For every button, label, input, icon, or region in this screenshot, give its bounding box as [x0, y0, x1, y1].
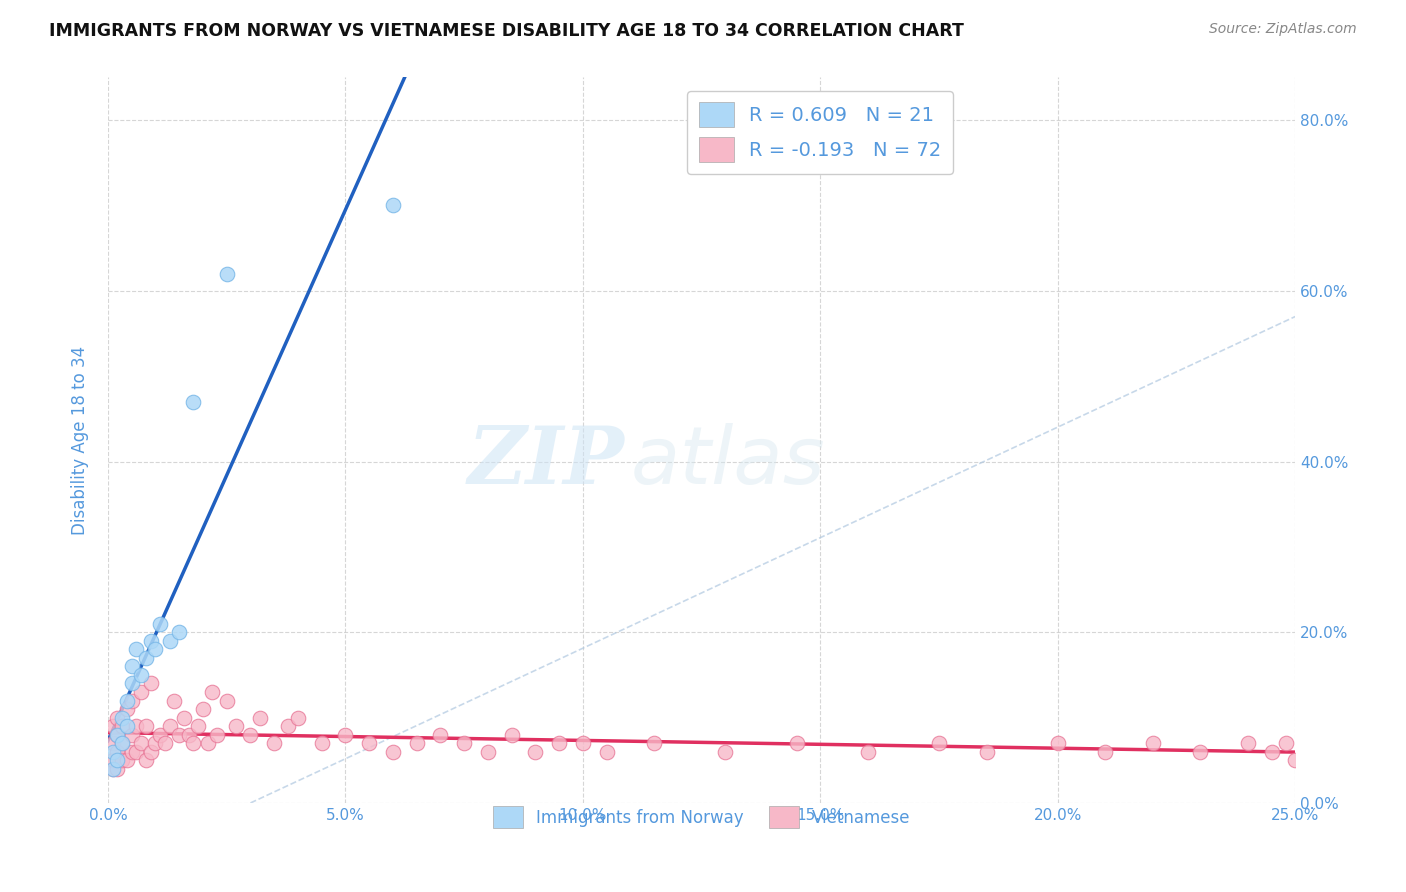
Point [125, 719, 148, 733]
Point [191, 702, 214, 716]
Point [1142, 736, 1164, 750]
Point [1284, 753, 1306, 767]
Text: Source: ZipAtlas.com: Source: ZipAtlas.com [1209, 22, 1357, 37]
Point [239, 728, 262, 742]
Legend: Immigrants from Norway, Vietnamese: Immigrants from Norway, Vietnamese [486, 800, 917, 835]
Point [429, 728, 451, 742]
Point [201, 685, 224, 699]
Point [111, 736, 134, 750]
Point [187, 719, 209, 733]
Point [107, 728, 129, 742]
Point [107, 728, 129, 742]
Point [101, 762, 124, 776]
Point [107, 710, 129, 724]
Point [1260, 745, 1282, 759]
Point [139, 745, 162, 759]
Point [135, 753, 157, 767]
Point [1189, 745, 1212, 759]
Point [121, 676, 143, 690]
Point [121, 745, 143, 759]
Point [129, 685, 152, 699]
Text: IMMIGRANTS FROM NORWAY VS VIETNAMESE DISABILITY AGE 18 TO 34 CORRELATION CHART: IMMIGRANTS FROM NORWAY VS VIETNAMESE DIS… [49, 22, 965, 40]
Text: ZIP: ZIP [468, 423, 624, 500]
Point [572, 736, 595, 750]
Point [177, 728, 200, 742]
Point [101, 745, 124, 759]
Point [121, 693, 143, 707]
Point [277, 719, 299, 733]
Point [159, 633, 181, 648]
Point [173, 710, 195, 724]
Point [107, 753, 129, 767]
Point [145, 642, 167, 657]
Point [125, 642, 148, 657]
Point [159, 719, 181, 733]
Point [163, 693, 186, 707]
Point [207, 728, 229, 742]
Point [183, 736, 205, 750]
Point [596, 745, 619, 759]
Point [477, 745, 499, 759]
Point [145, 736, 167, 750]
Point [167, 625, 190, 640]
Point [359, 736, 381, 750]
Point [928, 736, 950, 750]
Text: atlas: atlas [630, 423, 825, 501]
Point [111, 736, 134, 750]
Point [139, 633, 162, 648]
Point [167, 728, 190, 742]
Point [129, 736, 152, 750]
Point [115, 702, 138, 716]
Point [101, 762, 124, 776]
Point [101, 736, 124, 750]
Point [287, 710, 309, 724]
Point [382, 198, 405, 212]
Point [139, 676, 162, 690]
Point [548, 736, 571, 750]
Point [115, 753, 138, 767]
Point [215, 693, 238, 707]
Point [856, 745, 879, 759]
Point [382, 745, 405, 759]
Point [129, 668, 152, 682]
Point [263, 736, 285, 750]
Point [135, 719, 157, 733]
Point [215, 267, 238, 281]
Point [115, 693, 138, 707]
Point [101, 753, 124, 767]
Point [311, 736, 333, 750]
Point [501, 728, 523, 742]
Point [111, 710, 134, 724]
Point [453, 736, 475, 750]
Point [107, 762, 129, 776]
Point [197, 736, 219, 750]
Point [101, 719, 124, 733]
Point [225, 719, 247, 733]
Point [335, 728, 357, 742]
Point [121, 728, 143, 742]
Y-axis label: Disability Age 18 to 34: Disability Age 18 to 34 [72, 345, 89, 535]
Point [149, 616, 172, 631]
Point [524, 745, 547, 759]
Point [1275, 736, 1298, 750]
Point [153, 736, 176, 750]
Point [111, 753, 134, 767]
Point [405, 736, 427, 750]
Point [786, 736, 808, 750]
Point [115, 719, 138, 733]
Point [125, 745, 148, 759]
Point [135, 651, 157, 665]
Point [976, 745, 998, 759]
Point [1046, 736, 1069, 750]
Point [107, 745, 129, 759]
Point [149, 728, 172, 742]
Point [643, 736, 665, 750]
Point [1094, 745, 1116, 759]
Point [183, 394, 205, 409]
Point [249, 710, 271, 724]
Point [714, 745, 737, 759]
Point [1237, 736, 1260, 750]
Point [121, 659, 143, 673]
Point [111, 719, 134, 733]
